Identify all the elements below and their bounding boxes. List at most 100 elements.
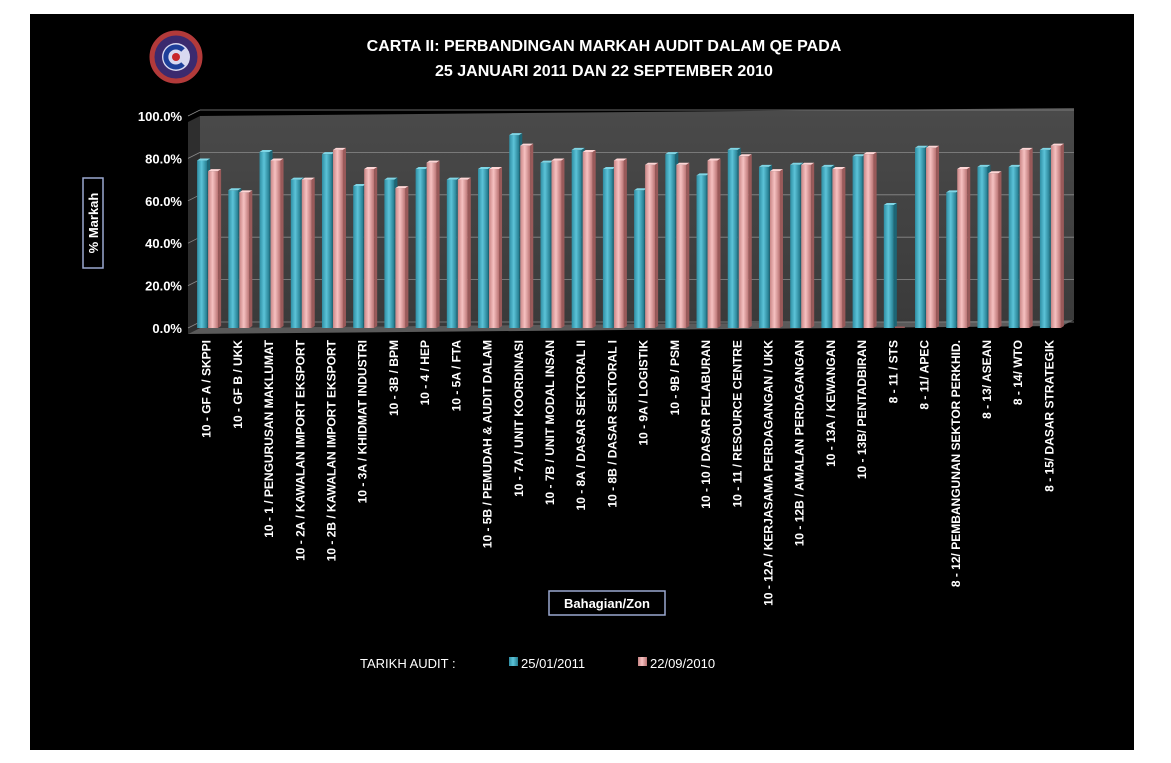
bar-side — [592, 150, 596, 328]
legend: TARIKH AUDIT : 25/01/2011 22/09/2010 — [360, 656, 715, 671]
bar-series-2 — [1050, 143, 1064, 328]
bar-front — [613, 160, 624, 328]
bar-front — [988, 173, 999, 328]
logo — [149, 30, 203, 84]
bar-side — [530, 143, 534, 328]
bar-front — [758, 166, 769, 328]
bar-series-2 — [208, 169, 222, 328]
bar-front — [957, 169, 968, 328]
bar-top — [790, 162, 804, 165]
bars — [197, 133, 1064, 328]
bar-top — [290, 177, 304, 180]
bar-top — [457, 177, 471, 180]
bar-top — [613, 158, 627, 161]
bar-top — [489, 167, 503, 169]
bar-top — [208, 169, 222, 172]
bar-top — [384, 177, 398, 180]
bar-top — [863, 152, 877, 155]
x-tick-label: 10 - 12A / KERJASAMA PERDAGANGAN / UKK — [761, 340, 775, 606]
bar-top — [738, 154, 752, 157]
x-tick-label: 8 - 15/ DASAR STRATEGIK — [1042, 340, 1056, 492]
bar-side — [623, 158, 627, 328]
x-tick-label: 8 - 11 / STS — [886, 340, 900, 403]
bar-front — [1019, 149, 1030, 328]
bar-series-2 — [676, 162, 690, 328]
gridline-side — [187, 109, 201, 117]
bar-series-2 — [832, 167, 846, 328]
bar-front — [353, 185, 364, 328]
bar-top — [270, 158, 284, 161]
bar-top — [415, 167, 429, 169]
bar-front — [540, 162, 551, 328]
bar-side — [873, 152, 877, 328]
bar-side — [998, 171, 1002, 328]
bar-side — [436, 160, 440, 328]
bar-front — [863, 154, 874, 328]
bar-front — [301, 179, 312, 328]
x-tick-label: 8 - 14/ WTO — [1011, 340, 1025, 405]
bar-side — [779, 169, 783, 328]
x-axis: 10 - GF A / SKPPI 10 - GF B / UKK 10 - 1 /… — [200, 339, 1057, 605]
bar-front — [551, 160, 562, 328]
legend-label-series-1: 25/01/2011 — [521, 656, 585, 671]
bar-front — [239, 192, 250, 328]
x-tick-label: 10 - 5B / PEMUDAH & AUDIT DALAM — [481, 340, 495, 548]
bar-top — [509, 133, 523, 136]
bar-front — [665, 154, 676, 328]
bar-side — [686, 162, 690, 328]
bar-top — [602, 167, 616, 169]
bar-side — [311, 177, 315, 328]
bar-front — [832, 169, 843, 328]
bar-front — [915, 147, 926, 328]
bar-top — [946, 190, 960, 193]
bar-front — [634, 190, 645, 328]
bar-side — [811, 162, 815, 328]
bar-side — [499, 167, 503, 328]
bar-top — [852, 154, 866, 157]
bar-top — [582, 150, 596, 153]
bar-front — [883, 205, 894, 328]
bar-side — [280, 158, 284, 328]
bar-top — [665, 152, 679, 155]
bar-front — [1008, 166, 1019, 328]
bar-front — [364, 169, 375, 328]
bar-front — [582, 152, 593, 328]
chart-frame: CARTA II: PERBANDINGAN MARKAH AUDIT DALA… — [30, 14, 1134, 750]
bar-front — [696, 175, 707, 328]
bar-top — [832, 167, 846, 169]
y-tick-label: 40.0% — [145, 236, 182, 251]
bar-front — [426, 162, 437, 328]
bar-top — [540, 160, 554, 163]
bar-top — [727, 147, 741, 150]
bar-front — [290, 179, 301, 328]
bar-series-2 — [457, 177, 471, 328]
bar-top — [957, 167, 971, 169]
logo-c-mark — [163, 44, 185, 70]
bar-top — [239, 190, 253, 193]
bar-front — [645, 164, 656, 328]
bar-series-2 — [957, 167, 971, 328]
bar-front — [321, 154, 332, 328]
bar-front — [977, 166, 988, 328]
bar-top — [883, 203, 897, 206]
bar-series-2 — [613, 158, 627, 328]
bar-top — [758, 164, 772, 167]
bar-front — [790, 164, 801, 328]
bar-top — [301, 177, 315, 180]
bar-front — [801, 164, 812, 328]
y-tick-label: 60.0% — [145, 194, 182, 209]
x-tick-label: 10 - 2A / KAWALAN IMPORT EKSPORT — [293, 339, 307, 561]
bar-series-2 — [489, 167, 503, 328]
x-tick-label: 8 - 11/ APEC — [918, 340, 932, 410]
bar-top — [571, 147, 585, 150]
bar-top — [426, 160, 440, 163]
gridline-side — [187, 152, 201, 159]
bar-front — [769, 171, 780, 328]
bar-series-2 — [988, 171, 1002, 328]
bar-series-2 — [738, 154, 752, 328]
bar-front — [852, 156, 863, 328]
bar-front — [270, 160, 281, 328]
bar-front — [509, 135, 520, 328]
bar-front — [384, 179, 395, 328]
bar-front — [446, 179, 457, 328]
